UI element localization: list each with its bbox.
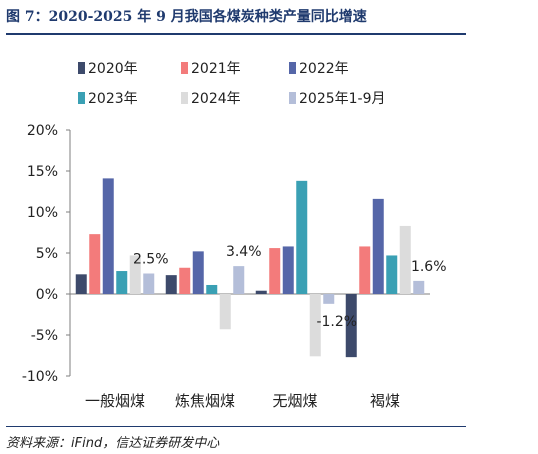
bar bbox=[372, 198, 384, 294]
bar bbox=[323, 294, 335, 304]
y-tick-label: 20% bbox=[27, 123, 58, 139]
data-label: 3.4% bbox=[226, 244, 262, 260]
bar bbox=[399, 225, 411, 294]
bar bbox=[269, 248, 281, 294]
legend-swatch bbox=[289, 92, 296, 104]
bar bbox=[129, 255, 141, 294]
bar bbox=[296, 180, 308, 294]
source-divider bbox=[6, 426, 466, 427]
bar bbox=[386, 255, 398, 294]
data-label: 1.6% bbox=[411, 259, 447, 275]
y-tick-label: 10% bbox=[27, 205, 58, 221]
x-tick-label: 炼焦烟煤 bbox=[175, 392, 235, 410]
legend-swatch bbox=[78, 62, 85, 74]
x-tick-label: 褐煤 bbox=[370, 392, 400, 410]
legend-label: 2022年 bbox=[299, 61, 349, 77]
bar bbox=[255, 290, 267, 294]
legend-label: 2021年 bbox=[191, 61, 241, 77]
bar bbox=[179, 267, 191, 294]
chart-title: 图 7：2020-2025 年 9 月我国各煤炭种类产量同比增速 bbox=[6, 9, 367, 25]
legend-label: 2025年1-9月 bbox=[299, 91, 386, 107]
bar bbox=[143, 273, 155, 294]
bar bbox=[89, 234, 101, 294]
bar bbox=[359, 246, 371, 294]
bar bbox=[282, 246, 294, 294]
bar bbox=[309, 294, 321, 357]
bar bbox=[192, 251, 204, 294]
legend-swatch bbox=[181, 62, 188, 74]
bar bbox=[233, 266, 245, 294]
source-note: 资料来源：iFind，信达证券研发中心 bbox=[6, 436, 220, 451]
bar bbox=[116, 271, 128, 294]
y-tick-label: 15% bbox=[27, 164, 58, 180]
bar bbox=[345, 294, 357, 358]
data-label: 2.5% bbox=[133, 252, 169, 268]
legend-label: 2024年 bbox=[191, 91, 241, 107]
legend-swatch bbox=[181, 92, 188, 104]
y-tick-label: 0% bbox=[36, 287, 58, 303]
y-tick-label: -5% bbox=[31, 328, 58, 344]
legend-swatch bbox=[78, 92, 85, 104]
y-tick-label: -10% bbox=[22, 369, 58, 385]
bar bbox=[75, 274, 87, 294]
legend-label: 2020年 bbox=[88, 61, 138, 77]
bar bbox=[206, 284, 218, 294]
x-tick-label: 一般烟煤 bbox=[85, 392, 145, 410]
data-label: -1.2% bbox=[316, 314, 357, 330]
bar bbox=[102, 178, 114, 294]
legend-label: 2023年 bbox=[88, 91, 138, 107]
bar bbox=[413, 280, 425, 294]
legend-swatch bbox=[289, 62, 296, 74]
y-tick-label: 5% bbox=[36, 246, 58, 262]
bar bbox=[165, 275, 177, 294]
title-divider bbox=[6, 33, 466, 35]
bar bbox=[219, 294, 231, 330]
x-tick-label: 无烟煤 bbox=[272, 392, 317, 410]
